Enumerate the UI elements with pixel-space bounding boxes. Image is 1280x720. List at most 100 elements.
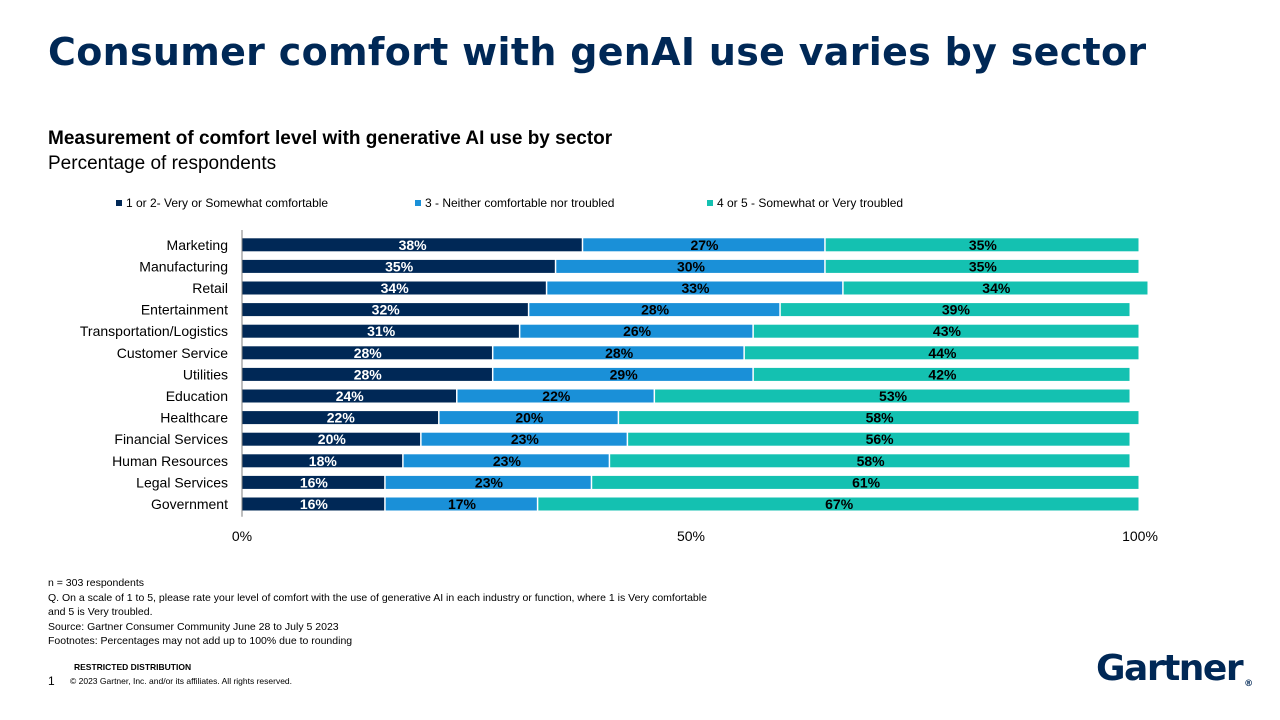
bar-segment xyxy=(493,367,753,381)
category-label: Manufacturing xyxy=(139,258,228,274)
category-label: Healthcare xyxy=(160,410,228,426)
data-label: 20% xyxy=(318,431,347,447)
data-label: 28% xyxy=(354,345,383,361)
bar-segment xyxy=(592,475,1139,489)
note-question: Q. On a scale of 1 to 5, please rate you… xyxy=(48,591,707,604)
category-label: Government xyxy=(151,496,228,512)
bar-segment xyxy=(493,346,744,360)
bar-segment xyxy=(242,411,439,425)
legend-label-neutral: 3 - Neither comfortable nor troubled xyxy=(425,196,615,210)
bar-segment xyxy=(242,367,492,381)
chart-subtitle: Measurement of comfort level with genera… xyxy=(48,128,613,149)
legend-swatch-troubled xyxy=(707,200,713,206)
gartner-logo: Gartner ® xyxy=(1096,648,1253,689)
data-label: 24% xyxy=(336,388,365,404)
data-label: 23% xyxy=(493,453,522,469)
legend-item-neutral: 3 - Neither comfortable nor troubled xyxy=(415,196,614,210)
data-label: 56% xyxy=(866,431,895,447)
data-label: 35% xyxy=(385,258,414,274)
data-label: 20% xyxy=(515,410,544,426)
data-label: 22% xyxy=(542,388,571,404)
data-label: 34% xyxy=(381,280,410,296)
legend-swatch-comfortable xyxy=(116,200,122,206)
category-label: Human Resources xyxy=(112,453,228,469)
bar-segment xyxy=(242,281,546,295)
category-label: Retail xyxy=(192,280,228,296)
data-label: 34% xyxy=(982,280,1011,296)
note-sample-size: n = 303 respondents xyxy=(48,577,145,589)
copyright-notice: © 2023 Gartner, Inc. and/or its affiliat… xyxy=(70,676,293,686)
data-label: 30% xyxy=(677,258,706,274)
bar-segment xyxy=(242,346,492,360)
x-tick-label: 50% xyxy=(677,528,705,544)
page-number: 1 xyxy=(48,674,55,688)
legend-label-comfortable: 1 or 2- Very or Somewhat comfortable xyxy=(126,196,329,210)
data-label: 39% xyxy=(942,302,971,318)
logo-registered-mark: ® xyxy=(1244,679,1254,689)
data-label: 31% xyxy=(367,323,396,339)
bar-segment xyxy=(619,411,1139,425)
bar-segment xyxy=(753,324,1139,338)
x-tick-label: 100% xyxy=(1122,528,1158,544)
bar-segment xyxy=(242,475,385,489)
bar-segment xyxy=(529,303,780,317)
bar-segment xyxy=(744,346,1139,360)
chart-legend: 1 or 2- Very or Somewhat comfortable 3 -… xyxy=(0,196,1280,214)
category-label: Education xyxy=(166,388,228,404)
chart-unit-label: Percentage of respondents xyxy=(48,153,277,174)
data-label: 35% xyxy=(969,258,998,274)
bar-segment xyxy=(242,389,457,403)
bar-segment xyxy=(556,259,825,273)
data-label: 17% xyxy=(448,496,477,512)
data-label: 26% xyxy=(623,323,652,339)
bar-segment xyxy=(242,497,385,511)
data-label: 58% xyxy=(857,453,886,469)
bar-segment xyxy=(843,281,1148,295)
category-label: Financial Services xyxy=(114,431,228,447)
data-label: 18% xyxy=(309,453,338,469)
note-source: Source: Gartner Consumer Community June … xyxy=(48,620,339,633)
data-label: 16% xyxy=(300,474,329,490)
bar-segment xyxy=(655,389,1130,403)
bar-segment xyxy=(583,238,825,252)
data-label: 28% xyxy=(605,345,634,361)
footnotes: n = 303 respondents Q. On a scale of 1 t… xyxy=(48,576,828,649)
bar-segment xyxy=(457,389,654,403)
data-label: 27% xyxy=(690,237,719,253)
bar-segment xyxy=(242,238,582,252)
data-label: 58% xyxy=(866,410,895,426)
bar-segment xyxy=(385,497,537,511)
bar-segment xyxy=(547,281,843,295)
bar-segment xyxy=(538,497,1139,511)
data-label: 35% xyxy=(969,237,998,253)
data-label: 33% xyxy=(681,280,710,296)
bar-segment xyxy=(780,303,1130,317)
note-footnote: Footnotes: Percentages may not add up to… xyxy=(48,635,353,647)
bar-segment xyxy=(520,324,753,338)
bar-segment xyxy=(825,238,1139,252)
restricted-distribution-label: RESTRICTED DISTRIBUTION xyxy=(74,662,192,672)
note-question-cont: and 5 is Very troubled. xyxy=(48,606,153,618)
category-label: Utilities xyxy=(183,366,228,382)
data-label: 32% xyxy=(372,302,401,318)
data-label: 53% xyxy=(879,388,908,404)
legend-item-troubled: 4 or 5 - Somewhat or Very troubled xyxy=(707,196,903,210)
data-label: 28% xyxy=(354,366,383,382)
bar-segment xyxy=(242,432,421,446)
bar-segment xyxy=(439,411,618,425)
legend-swatch-neutral xyxy=(415,200,421,206)
category-label: Marketing xyxy=(167,237,228,253)
bar-segment xyxy=(242,259,555,273)
data-label: 23% xyxy=(511,431,540,447)
data-label: 42% xyxy=(928,366,957,382)
bar-segment xyxy=(628,432,1130,446)
data-label: 43% xyxy=(933,323,962,339)
bar-segment xyxy=(610,454,1130,468)
data-label: 23% xyxy=(475,474,504,490)
x-tick-label: 0% xyxy=(232,528,252,544)
bar-segment xyxy=(242,303,528,317)
category-label: Transportation/Logistics xyxy=(80,323,228,339)
data-label: 29% xyxy=(610,366,639,382)
bar-segment xyxy=(242,324,519,338)
data-label: 38% xyxy=(399,237,428,253)
